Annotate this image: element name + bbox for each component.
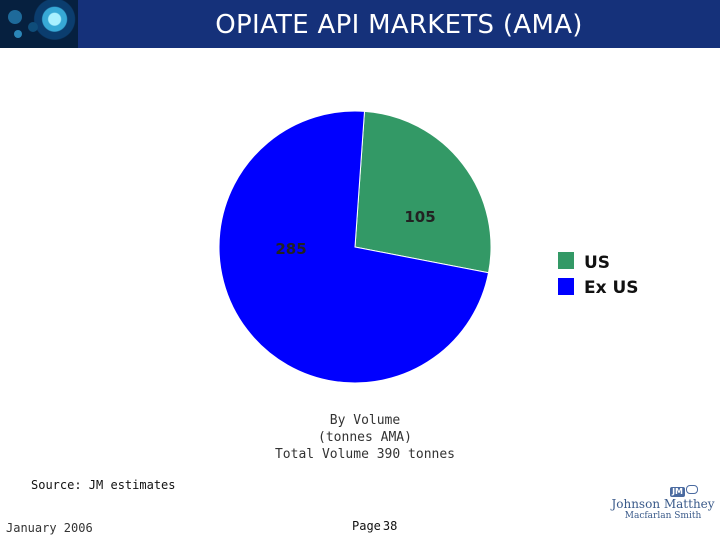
- legend-label-us: US: [584, 253, 610, 273]
- header-image: [0, 0, 78, 48]
- decor-cell: [28, 22, 38, 32]
- data-label-us: 105: [404, 208, 435, 226]
- decor-cell: [14, 30, 22, 38]
- page-title: OPIATE API MARKETS (AMA): [215, 10, 583, 40]
- pie-slice-ex-us: [218, 110, 490, 384]
- decor-cell: [8, 10, 22, 24]
- pie-slices: [218, 110, 492, 384]
- caption-line-2: (tonnes AMA): [318, 430, 412, 445]
- page-label: Page: [352, 519, 381, 533]
- legend-label-ex-us: Ex US: [584, 278, 639, 298]
- pie-slice-us: [354, 110, 492, 274]
- caption-line-3: Total Volume 390 tonnes: [274, 447, 455, 462]
- footer-date: January 2006: [6, 521, 93, 535]
- jm-badge: JM: [670, 487, 685, 497]
- page-value: 38: [382, 519, 398, 533]
- company-logo: JM Johnson Matthey Macfarlan Smith: [608, 484, 718, 522]
- caption-line-1: By Volume: [329, 413, 401, 428]
- source-note: Source: JM estimates: [31, 478, 176, 492]
- company-name: Johnson Matthey: [611, 497, 715, 511]
- company-division: Macfarlan Smith: [624, 511, 702, 521]
- jm-ring-icon: [686, 485, 698, 494]
- header-bar: OPIATE API MARKETS (AMA): [0, 0, 720, 48]
- legend: US Ex US: [558, 252, 639, 298]
- data-label-ex-us: 285: [275, 240, 306, 258]
- legend-swatch-ex-us: [558, 278, 574, 295]
- page-number: Page 38: [352, 519, 399, 533]
- chart-caption: By Volume (tonnes AMA) Total Volume 390 …: [220, 412, 510, 463]
- legend-swatch-us: [558, 252, 574, 269]
